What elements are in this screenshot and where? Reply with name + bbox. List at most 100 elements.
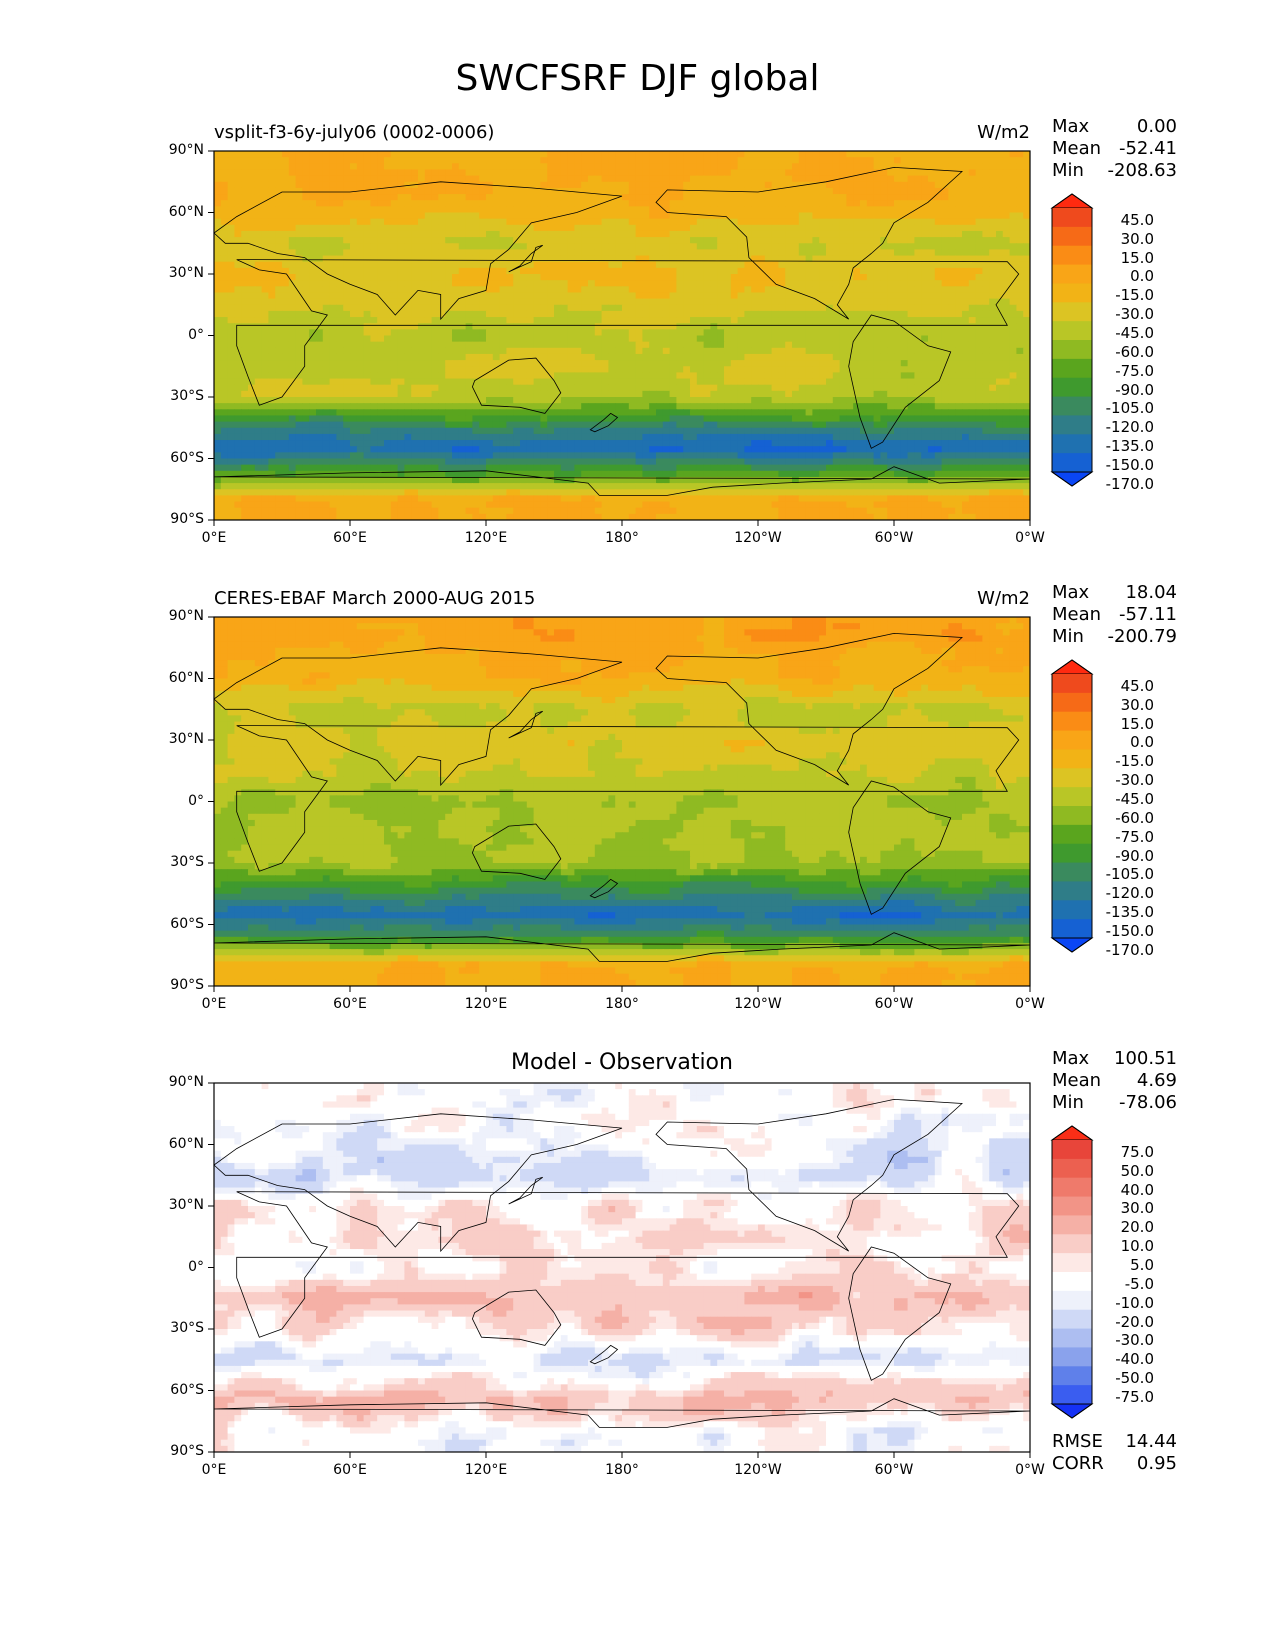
field-cell: [458, 366, 467, 373]
field-cell: [934, 280, 943, 287]
field-cell: [438, 403, 446, 410]
field-cell: [907, 292, 915, 300]
field-cell: [662, 267, 671, 275]
field-cell: [758, 212, 766, 220]
field-cell: [914, 237, 922, 244]
field-cell: [635, 230, 643, 238]
field-cell: [717, 329, 725, 337]
field-cell: [261, 212, 269, 220]
field-cell: [744, 298, 752, 306]
field-cell: [316, 237, 324, 244]
field-cell: [302, 237, 310, 244]
field-cell: [302, 169, 310, 177]
field-cell: [261, 243, 269, 250]
field-cell: [846, 341, 854, 349]
field-cell: [948, 329, 956, 337]
field-cell: [377, 194, 385, 201]
field-cell: [465, 237, 473, 244]
field-cell: [458, 274, 467, 281]
field-cell: [642, 175, 650, 183]
field-cell: [982, 163, 990, 171]
field-cell: [839, 237, 847, 244]
field-cell: [506, 261, 514, 269]
field-cell: [628, 237, 637, 244]
field-cell: [792, 372, 800, 380]
field-cell: [288, 224, 297, 232]
field-cell: [377, 403, 385, 410]
field-cell: [452, 218, 460, 226]
field-cell: [628, 230, 637, 238]
stat-label: Max: [1052, 116, 1089, 138]
field-cell: [934, 243, 943, 250]
field-cell: [465, 286, 473, 294]
field-cell: [703, 151, 711, 158]
field-cell: [866, 335, 875, 343]
field-cell: [547, 224, 555, 232]
field-cell: [288, 372, 297, 380]
field-cell: [220, 329, 229, 337]
field-cell: [499, 157, 507, 164]
field-cell: [431, 255, 439, 263]
field-cell: [860, 249, 868, 257]
field-cell: [424, 372, 433, 380]
field-cell: [887, 181, 895, 189]
field-cell: [220, 317, 229, 324]
field-cell: [696, 212, 705, 220]
field-cell: [322, 249, 331, 257]
field-cell: [336, 286, 344, 294]
field-cell: [438, 194, 446, 201]
field-cell: [635, 310, 643, 318]
field-cell: [472, 187, 480, 195]
field-cell: [486, 304, 494, 312]
field-cell: [860, 151, 868, 158]
field-cell: [696, 397, 705, 404]
field-cell: [880, 175, 888, 183]
field-cell: [649, 317, 657, 324]
field-cell: [574, 187, 582, 195]
field-cell: [214, 224, 222, 232]
field-cell: [295, 384, 303, 392]
field-cell: [880, 353, 888, 361]
field-cell: [411, 341, 419, 349]
field-cell: [615, 323, 623, 330]
field-cell: [996, 397, 1004, 404]
field-cell: [975, 224, 983, 232]
field-cell: [533, 310, 541, 318]
field-cell: [370, 298, 378, 306]
field-cell: [805, 310, 813, 318]
field-cell: [214, 353, 222, 361]
field-cell: [356, 261, 365, 269]
field-cell: [336, 181, 344, 189]
field-cell: [724, 310, 732, 318]
field-cell: [914, 317, 922, 324]
field-cell: [547, 280, 555, 287]
field-cell: [254, 255, 263, 263]
field-cell: [540, 390, 548, 398]
field-cell: [472, 335, 480, 343]
field-cell: [941, 212, 949, 220]
field-cell: [975, 249, 983, 257]
field-cell: [234, 261, 242, 269]
field-cell: [703, 175, 711, 183]
field-cell: [934, 397, 943, 404]
field-cell: [411, 329, 419, 337]
field-cell: [506, 280, 514, 287]
field-cell: [288, 341, 297, 349]
field-cell: [703, 194, 711, 201]
field-cell: [710, 255, 718, 263]
field-cell: [785, 224, 793, 232]
field-cell: [921, 175, 929, 183]
field-cell: [547, 151, 555, 158]
field-cell: [826, 200, 834, 207]
field-cell: [771, 267, 779, 275]
field-cell: [411, 366, 419, 373]
field-cell: [744, 274, 752, 281]
field-cell: [996, 169, 1004, 177]
field-cell: [227, 261, 235, 269]
field-cell: [785, 274, 793, 281]
field-cell: [268, 237, 276, 244]
field-cell: [356, 286, 365, 294]
field-cell: [792, 212, 800, 220]
field-cell: [975, 163, 983, 171]
field-cell: [227, 384, 235, 392]
